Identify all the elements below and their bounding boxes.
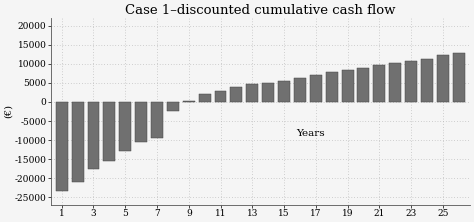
Title: Case 1–discounted cumulative cash flow: Case 1–discounted cumulative cash flow (125, 4, 395, 17)
Bar (389, 63, 401, 102)
Bar (310, 75, 322, 102)
Bar (437, 55, 449, 102)
Bar (230, 87, 242, 102)
Bar (183, 101, 195, 102)
Bar (167, 102, 179, 111)
Bar (294, 78, 306, 102)
Bar (374, 65, 385, 102)
Bar (103, 102, 115, 161)
Bar (135, 102, 147, 142)
Text: Years: Years (296, 129, 325, 138)
Bar (199, 94, 210, 102)
Y-axis label: (€): (€) (4, 105, 13, 119)
Bar (421, 59, 433, 102)
Bar (72, 102, 83, 182)
Bar (326, 72, 337, 102)
Bar (453, 53, 465, 102)
Bar (357, 68, 369, 102)
Bar (278, 81, 290, 102)
Bar (405, 61, 417, 102)
Bar (262, 83, 274, 102)
Bar (88, 102, 100, 168)
Bar (342, 70, 354, 102)
Bar (151, 102, 163, 138)
Bar (246, 84, 258, 102)
Bar (215, 91, 227, 102)
Bar (56, 102, 68, 191)
Bar (119, 102, 131, 151)
